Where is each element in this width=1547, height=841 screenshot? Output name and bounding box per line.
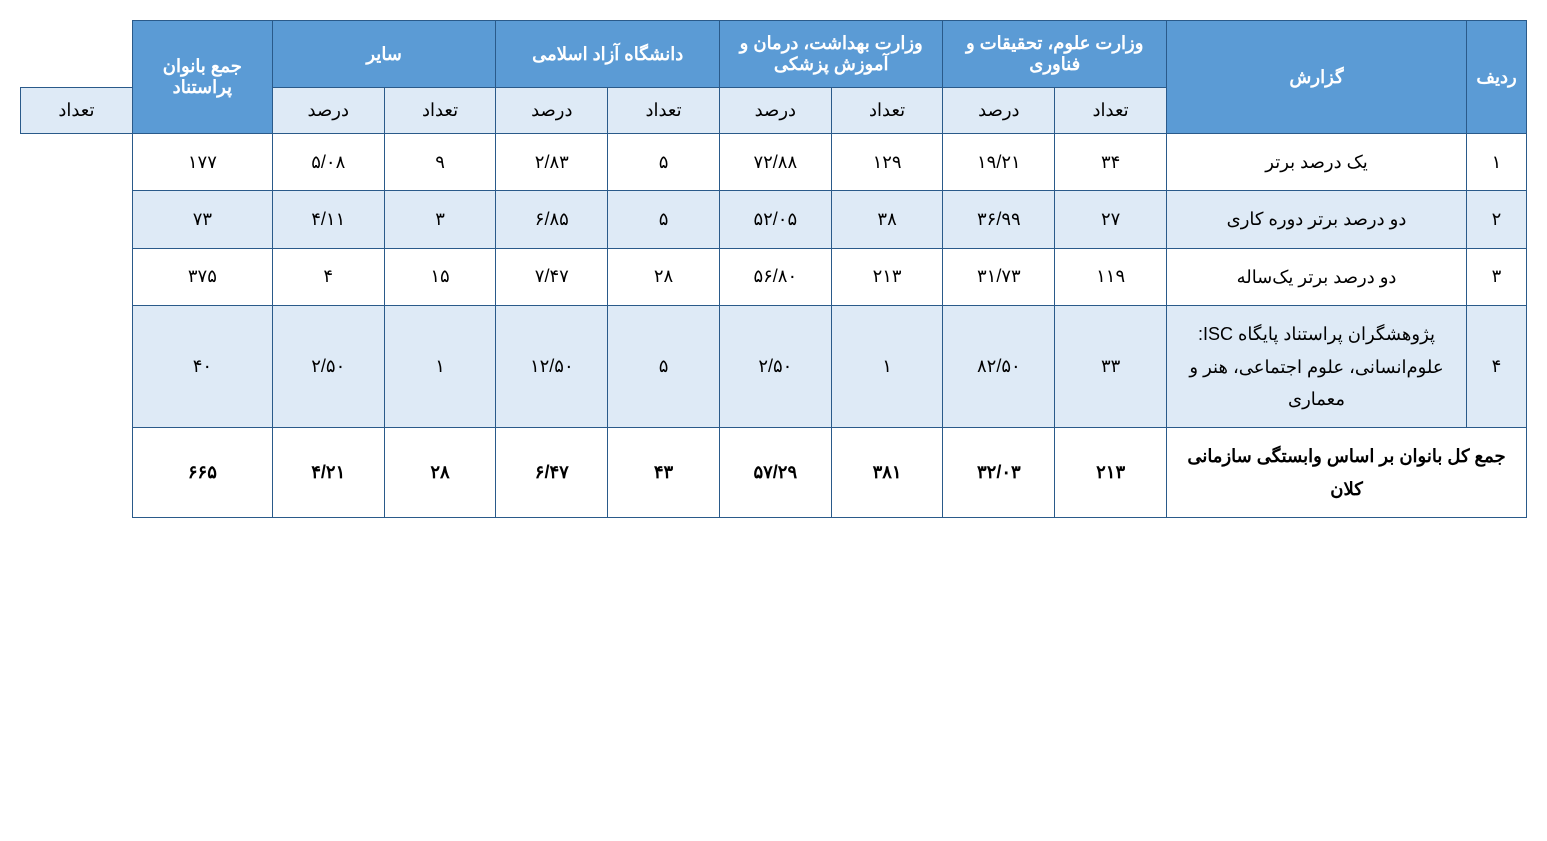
total-azad-tedad: ۴۳: [608, 428, 720, 518]
cell-sayer-tedad: ۱: [384, 306, 496, 428]
cell-oloom-darsad: ۸۲/۵۰: [943, 306, 1055, 428]
table-container: ردیف گزارش وزارت علوم، تحقیقات و فناوری …: [20, 20, 1527, 518]
cell-oloom-tedad: ۲۷: [1055, 191, 1167, 248]
cell-radif: ۲: [1467, 191, 1527, 248]
cell-behdasht-darsad: ۵۶/۸۰: [719, 248, 831, 305]
cell-radif: ۱: [1467, 134, 1527, 191]
subheader-behdasht-darsad: درصد: [719, 88, 831, 134]
cell-azad-darsad: ۶/۸۵: [496, 191, 608, 248]
cell-azad-darsad: ۷/۴۷: [496, 248, 608, 305]
table-row: ۱یک درصد برتر۳۴۱۹/۲۱۱۲۹۷۲/۸۸۵۲/۸۳۹۵/۰۸۱۷…: [21, 134, 1527, 191]
cell-behdasht-tedad: ۳۸: [831, 191, 943, 248]
total-oloom-darsad: ۳۲/۰۳: [943, 428, 1055, 518]
table-row: ۴پژوهشگران پراستناد پایگاه ISC: علوم‌انس…: [21, 306, 1527, 428]
header-sayer: سایر: [272, 21, 496, 88]
total-jame: ۶۶۵: [132, 428, 272, 518]
cell-radif: ۴: [1467, 306, 1527, 428]
cell-azad-tedad: ۵: [608, 134, 720, 191]
cell-oloom-tedad: ۳۴: [1055, 134, 1167, 191]
header-jame-banovan: جمع بانوان پراستناد: [132, 21, 272, 134]
header-vezarat-behdasht: وزارت بهداشت، درمان و آموزش پزشکی: [719, 21, 943, 88]
subheader-oloom-tedad: تعداد: [1055, 88, 1167, 134]
cell-sayer-darsad: ۲/۵۰: [272, 306, 384, 428]
subheader-oloom-darsad: درصد: [943, 88, 1055, 134]
cell-gozaresh: پژوهشگران پراستناد پایگاه ISC: علوم‌انسا…: [1167, 306, 1467, 428]
header-daneshgah-azad: دانشگاه آزاد اسلامی: [496, 21, 720, 88]
cell-sayer-darsad: ۵/۰۸: [272, 134, 384, 191]
cell-azad-darsad: ۱۲/۵۰: [496, 306, 608, 428]
subheader-behdasht-tedad: تعداد: [831, 88, 943, 134]
table-row: ۲دو درصد برتر دوره کاری۲۷۳۶/۹۹۳۸۵۲/۰۵۵۶/…: [21, 191, 1527, 248]
cell-sayer-tedad: ۳: [384, 191, 496, 248]
total-sayer-darsad: ۴/۲۱: [272, 428, 384, 518]
cell-radif: ۳: [1467, 248, 1527, 305]
cell-azad-tedad: ۲۸: [608, 248, 720, 305]
header-radif: ردیف: [1467, 21, 1527, 134]
cell-oloom-darsad: ۳۱/۷۳: [943, 248, 1055, 305]
cell-behdasht-darsad: ۷۲/۸۸: [719, 134, 831, 191]
cell-jame: ۷۳: [132, 191, 272, 248]
total-label: جمع کل بانوان بر اساس وابستگی سازمانی کل…: [1167, 428, 1527, 518]
total-azad-darsad: ۶/۴۷: [496, 428, 608, 518]
data-table: ردیف گزارش وزارت علوم، تحقیقات و فناوری …: [20, 20, 1527, 518]
cell-azad-darsad: ۲/۸۳: [496, 134, 608, 191]
cell-jame: ۴۰: [132, 306, 272, 428]
subheader-azad-tedad: تعداد: [608, 88, 720, 134]
subheader-jame-tedad: تعداد: [21, 88, 133, 134]
total-sayer-tedad: ۲۸: [384, 428, 496, 518]
cell-oloom-tedad: ۱۱۹: [1055, 248, 1167, 305]
header-gozaresh: گزارش: [1167, 21, 1467, 134]
cell-behdasht-tedad: ۲۱۳: [831, 248, 943, 305]
table-row: ۳دو درصد برتر یک‌ساله۱۱۹۳۱/۷۳۲۱۳۵۶/۸۰۲۸۷…: [21, 248, 1527, 305]
cell-sayer-tedad: ۱۵: [384, 248, 496, 305]
subheader-sayer-darsad: درصد: [272, 88, 384, 134]
total-oloom-tedad: ۲۱۳: [1055, 428, 1167, 518]
cell-sayer-tedad: ۹: [384, 134, 496, 191]
cell-behdasht-darsad: ۵۲/۰۵: [719, 191, 831, 248]
cell-oloom-tedad: ۳۳: [1055, 306, 1167, 428]
cell-oloom-darsad: ۳۶/۹۹: [943, 191, 1055, 248]
subheader-azad-darsad: درصد: [496, 88, 608, 134]
cell-jame: ۳۷۵: [132, 248, 272, 305]
cell-sayer-darsad: ۴: [272, 248, 384, 305]
cell-gozaresh: دو درصد برتر دوره کاری: [1167, 191, 1467, 248]
header-row-1: ردیف گزارش وزارت علوم، تحقیقات و فناوری …: [21, 21, 1527, 88]
cell-oloom-darsad: ۱۹/۲۱: [943, 134, 1055, 191]
header-vezarat-oloom: وزارت علوم، تحقیقات و فناوری: [943, 21, 1167, 88]
cell-sayer-darsad: ۴/۱۱: [272, 191, 384, 248]
cell-behdasht-tedad: ۱۲۹: [831, 134, 943, 191]
cell-behdasht-darsad: ۲/۵۰: [719, 306, 831, 428]
cell-gozaresh: دو درصد برتر یک‌ساله: [1167, 248, 1467, 305]
cell-gozaresh: یک درصد برتر: [1167, 134, 1467, 191]
cell-behdasht-tedad: ۱: [831, 306, 943, 428]
cell-azad-tedad: ۵: [608, 191, 720, 248]
total-behdasht-tedad: ۳۸۱: [831, 428, 943, 518]
subheader-sayer-tedad: تعداد: [384, 88, 496, 134]
total-behdasht-darsad: ۵۷/۲۹: [719, 428, 831, 518]
total-row: جمع کل بانوان بر اساس وابستگی سازمانی کل…: [21, 428, 1527, 518]
cell-azad-tedad: ۵: [608, 306, 720, 428]
cell-jame: ۱۷۷: [132, 134, 272, 191]
